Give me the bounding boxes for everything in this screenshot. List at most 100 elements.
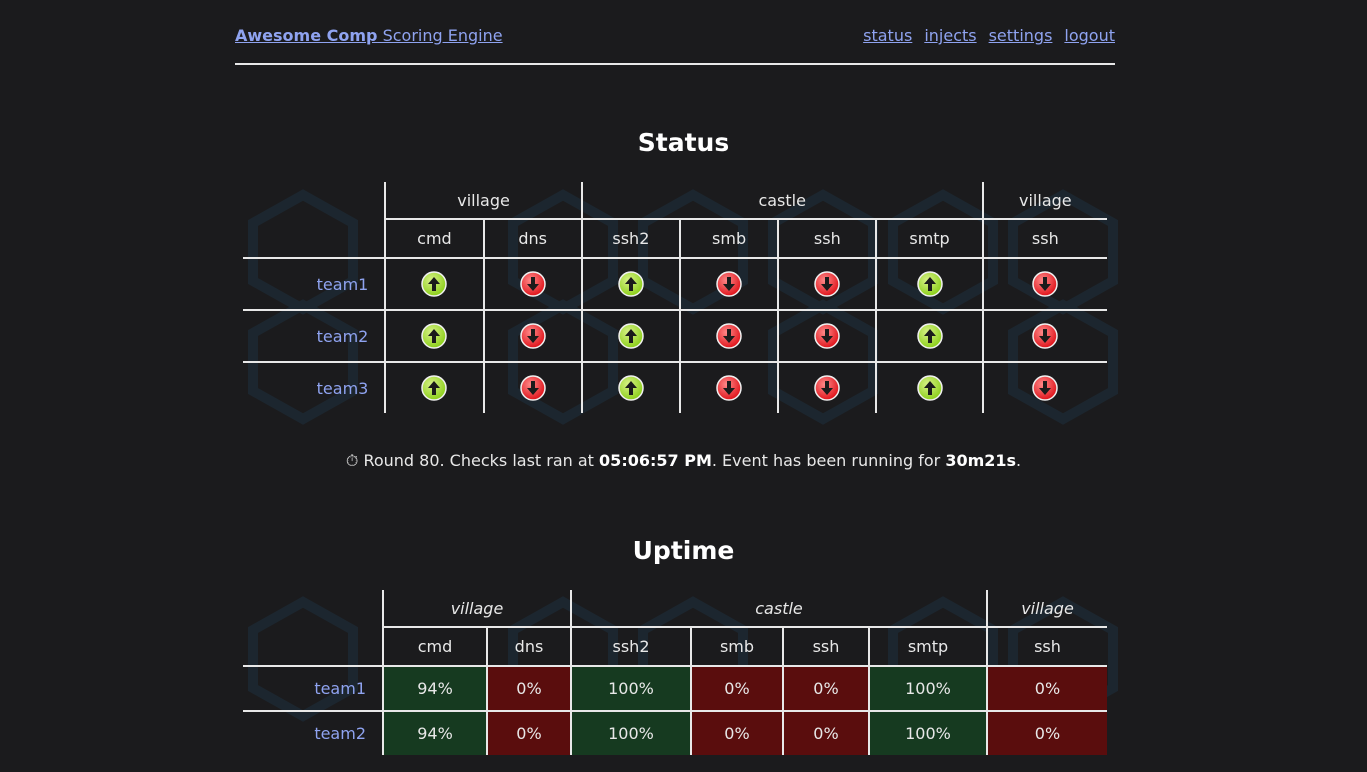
nav-settings-link[interactable]: settings bbox=[988, 26, 1053, 45]
uptime-cell: 0% bbox=[486, 666, 571, 711]
uptime-cell: 0% bbox=[690, 711, 783, 755]
arrow-up-icon bbox=[618, 375, 644, 401]
uptime-cell: 0% bbox=[782, 666, 869, 711]
uptime-cell: 0% bbox=[690, 666, 783, 711]
uptime-cell: 0% bbox=[486, 711, 571, 755]
status-cell[interactable] bbox=[777, 258, 877, 310]
uptime-cell: 100% bbox=[570, 711, 691, 755]
brand-link[interactable]: Awesome Comp Scoring Engine bbox=[235, 26, 503, 45]
corner-cell bbox=[243, 219, 385, 258]
nav-logout-link[interactable]: logout bbox=[1064, 26, 1115, 45]
group-header: castle bbox=[580, 182, 983, 220]
status-cell[interactable] bbox=[777, 310, 877, 362]
status-cell[interactable] bbox=[580, 362, 680, 413]
status-table: village castle village cmd dns ssh2 smb … bbox=[243, 182, 1107, 413]
round-info: ⏱ Round 80. Checks last ran at 05:06:57 … bbox=[345, 451, 1022, 470]
arrow-up-icon bbox=[916, 271, 943, 297]
status-cell[interactable] bbox=[482, 362, 582, 413]
status-cell[interactable] bbox=[981, 258, 1107, 310]
team-link[interactable]: team1 bbox=[314, 679, 366, 698]
group-header: village bbox=[981, 182, 1107, 220]
arrow-down-icon bbox=[814, 271, 841, 297]
last-check-time: 05:06:57 PM bbox=[599, 451, 712, 470]
group-header: village bbox=[384, 182, 582, 220]
uptime-cell: 100% bbox=[570, 666, 691, 711]
uptime-cell: 94% bbox=[382, 711, 487, 755]
group-header: village bbox=[382, 590, 571, 628]
nav-links: status injects settings logout bbox=[863, 26, 1115, 45]
event-duration: 30m21s bbox=[945, 451, 1017, 470]
arrow-down-icon bbox=[814, 375, 841, 401]
status-cell[interactable] bbox=[384, 362, 484, 413]
nav-injects-link[interactable]: injects bbox=[924, 26, 977, 45]
service-header: smb bbox=[678, 219, 779, 258]
service-header: smb bbox=[690, 627, 783, 666]
arrow-up-icon bbox=[421, 375, 448, 401]
nav-status-link[interactable]: status bbox=[863, 26, 913, 45]
service-header: ssh2 bbox=[580, 219, 680, 258]
group-header: village bbox=[986, 590, 1107, 628]
arrow-down-icon bbox=[1032, 323, 1059, 349]
service-header: ssh bbox=[986, 627, 1107, 666]
service-header: smtp bbox=[875, 219, 983, 258]
arrow-down-icon bbox=[716, 323, 742, 349]
table-row: team2 94% 0% 100% 0% 0% 100% 0% bbox=[243, 711, 1107, 755]
arrow-down-icon bbox=[1032, 375, 1059, 401]
group-header: castle bbox=[570, 590, 987, 628]
arrow-up-icon bbox=[916, 323, 943, 349]
corner-cell bbox=[243, 182, 385, 219]
team-link[interactable]: team1 bbox=[316, 274, 369, 294]
status-cell[interactable] bbox=[678, 362, 779, 413]
arrow-down-icon bbox=[1032, 271, 1059, 297]
corner-cell bbox=[243, 627, 383, 666]
arrow-up-icon bbox=[916, 375, 943, 401]
arrow-up-icon bbox=[421, 271, 448, 297]
status-cell[interactable] bbox=[580, 310, 680, 362]
table-row: team1 94% 0% 100% 0% 0% 100% 0% bbox=[243, 666, 1107, 711]
service-header: ssh bbox=[782, 627, 869, 666]
status-cell[interactable] bbox=[875, 258, 983, 310]
nav-divider bbox=[235, 63, 1115, 65]
status-cell[interactable] bbox=[482, 258, 582, 310]
status-cell[interactable] bbox=[482, 310, 582, 362]
status-title: Status bbox=[637, 128, 730, 157]
uptime-cell: 100% bbox=[868, 666, 987, 711]
status-cell[interactable] bbox=[875, 362, 983, 413]
round-text: Round 80. Checks last ran at bbox=[363, 451, 600, 470]
table-row: team1 bbox=[243, 258, 1107, 310]
service-header: dns bbox=[486, 627, 571, 666]
status-cell[interactable] bbox=[580, 258, 680, 310]
status-cell[interactable] bbox=[981, 310, 1107, 362]
arrow-down-icon bbox=[716, 271, 742, 297]
arrow-down-icon bbox=[716, 375, 742, 401]
arrow-up-icon bbox=[421, 323, 448, 349]
service-header: cmd bbox=[384, 219, 484, 258]
team-link[interactable]: team2 bbox=[316, 326, 369, 346]
service-header: cmd bbox=[382, 627, 487, 666]
arrow-down-icon bbox=[519, 375, 546, 401]
uptime-title: Uptime bbox=[632, 536, 735, 565]
uptime-table: village castle village cmd dns ssh2 smb … bbox=[243, 590, 1107, 755]
arrow-down-icon bbox=[519, 271, 546, 297]
service-header: ssh2 bbox=[570, 627, 691, 666]
status-cell[interactable] bbox=[384, 310, 484, 362]
service-header: smtp bbox=[868, 627, 987, 666]
uptime-cell: 100% bbox=[868, 711, 987, 755]
service-header: dns bbox=[482, 219, 582, 258]
status-cell[interactable] bbox=[384, 258, 484, 310]
status-cell[interactable] bbox=[981, 362, 1107, 413]
uptime-cell: 0% bbox=[782, 711, 869, 755]
service-header: ssh bbox=[981, 219, 1107, 258]
arrow-down-icon bbox=[519, 323, 546, 349]
status-cell[interactable] bbox=[678, 258, 779, 310]
status-cell[interactable] bbox=[875, 310, 983, 362]
team-link[interactable]: team2 bbox=[314, 724, 366, 743]
status-cell[interactable] bbox=[678, 310, 779, 362]
uptime-cell: 0% bbox=[986, 666, 1107, 711]
status-cell[interactable] bbox=[777, 362, 877, 413]
uptime-cell: 0% bbox=[986, 711, 1107, 755]
arrow-up-icon bbox=[618, 271, 644, 297]
table-row: team3 bbox=[243, 362, 1107, 413]
uptime-cell: 94% bbox=[382, 666, 487, 711]
team-link[interactable]: team3 bbox=[316, 378, 369, 398]
